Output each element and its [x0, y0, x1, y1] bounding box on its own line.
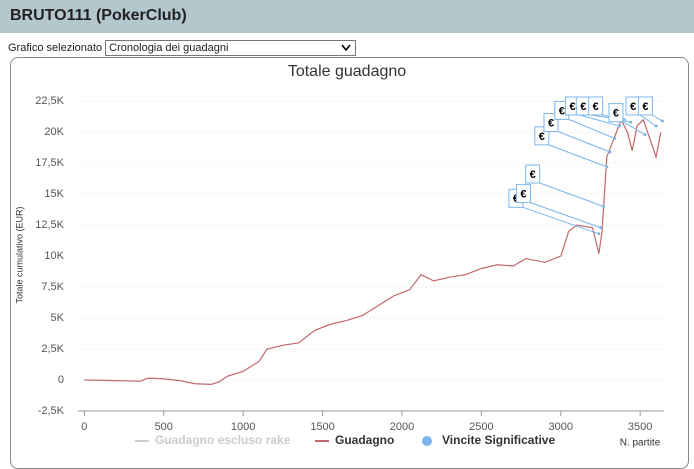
- win-point: [608, 150, 612, 154]
- win-point: [598, 226, 602, 230]
- flag-label: €: [613, 108, 619, 120]
- x-tick-label: 2500: [469, 421, 493, 433]
- win-point: [602, 205, 606, 209]
- flag-connector: [548, 144, 608, 168]
- x-tick-label: 3500: [628, 421, 652, 433]
- win-point: [643, 133, 647, 137]
- y-tick-label: 22,5K: [35, 95, 64, 107]
- flag-box: [525, 164, 541, 184]
- win-point: [618, 124, 622, 128]
- x-tick-label: 1000: [231, 421, 255, 433]
- flag-connector: [622, 121, 646, 136]
- legend-symbol: [422, 436, 432, 446]
- flag-box: [608, 103, 624, 123]
- y-tick-label: 2,5K: [41, 343, 64, 355]
- win-point: [613, 136, 617, 140]
- flag-label: €: [520, 189, 526, 201]
- flag-connector: [557, 131, 611, 153]
- x-tick-label: 1500: [310, 421, 334, 433]
- y-tick-label: 15K: [44, 188, 64, 200]
- y-tick-label: 12,5K: [35, 219, 64, 231]
- flag-connector: [652, 114, 663, 122]
- flag-label: €: [630, 101, 636, 113]
- y-tick-label: 7,5K: [41, 281, 64, 293]
- chart-title: Totale guadagno: [288, 63, 406, 80]
- dropdown[interactable]: Cronologia dei guadagni: [105, 40, 357, 56]
- y-axis-label: Totale cumulativo (EUR): [14, 206, 24, 303]
- flag-label: €: [593, 101, 599, 113]
- legend-label: Vincite Significative: [442, 433, 555, 447]
- legend-label: Guadagno escluso rake: [155, 433, 291, 447]
- win-point: [629, 120, 633, 124]
- legend-label: Guadagno: [335, 433, 394, 447]
- header: BRUTO111 (PokerClub): [0, 0, 694, 33]
- flag-label: €: [548, 117, 554, 129]
- flag-connector: [530, 202, 601, 229]
- win-point: [597, 232, 601, 236]
- y-tick-label: 17,5K: [35, 157, 64, 169]
- win-point: [605, 165, 609, 169]
- flag-label: €: [539, 131, 545, 143]
- win-point: [660, 119, 664, 123]
- x-tick-label: 2000: [390, 421, 414, 433]
- x-tick-label: 0: [81, 421, 87, 433]
- dropdown-value: Cronologia dei guadagni: [109, 42, 229, 54]
- flag-label: €: [513, 193, 519, 205]
- y-tick-label: -2,5K: [38, 405, 65, 417]
- flag-box: [637, 96, 653, 116]
- y-tick-label: 20K: [44, 126, 64, 138]
- flag-label: €: [530, 169, 536, 181]
- flag-label: €: [559, 105, 565, 117]
- flag-label: €: [569, 101, 575, 113]
- y-tick-label: 5K: [51, 312, 65, 324]
- y-tick-label: 10K: [44, 250, 64, 262]
- flag-connector: [639, 114, 657, 127]
- flag-connector: [522, 206, 600, 235]
- y-tick-label: 0: [58, 374, 64, 386]
- flag-connector: [579, 114, 620, 127]
- earnings-line: [84, 118, 662, 385]
- x-tick-label: 500: [155, 421, 173, 433]
- flag-box: [588, 96, 604, 116]
- x-tick-label: 3000: [549, 421, 573, 433]
- flag-connector: [568, 118, 615, 139]
- selector-label: Grafico selezionato: [8, 41, 103, 54]
- flag-label: €: [642, 101, 648, 113]
- x-axis-label: N. partite: [620, 438, 661, 449]
- flag-box: [515, 184, 531, 204]
- flag-connector: [539, 182, 604, 207]
- flag-label: €: [580, 101, 586, 113]
- dropdown-arrow: [341, 44, 351, 52]
- win-point: [654, 124, 658, 128]
- selector: Grafico selezionato Cronologia dei guadag…: [8, 40, 357, 56]
- header-title: BRUTO111 (PokerClub): [10, 7, 187, 24]
